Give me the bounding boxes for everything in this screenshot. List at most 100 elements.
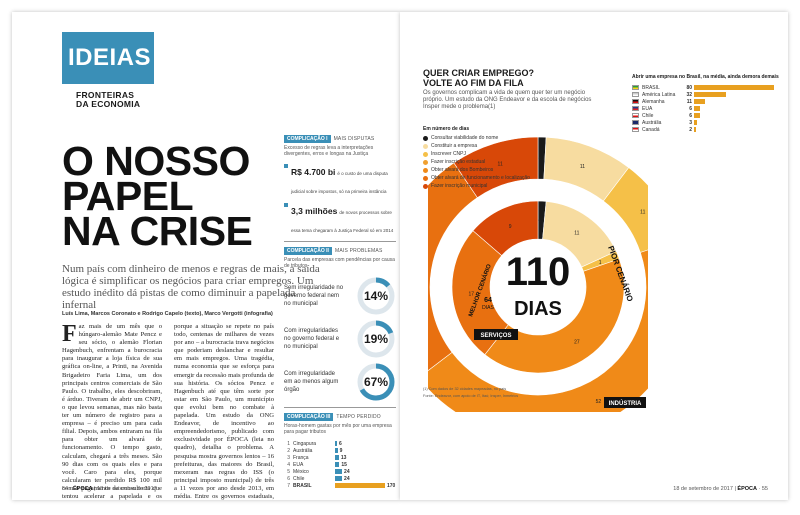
folio-right-date: 18 de setembro de 2017 bbox=[673, 486, 733, 492]
legend: Consultar viabilidade do nome Constituir … bbox=[423, 134, 530, 190]
legend-item: Fazer inscrição municipal bbox=[423, 182, 530, 190]
sidebar-box2-tag: COMPLICAÇÃO II bbox=[284, 246, 332, 255]
country-row: Chile 6 bbox=[632, 112, 782, 119]
body-column-2: porque a situação se repete no país todo… bbox=[174, 323, 274, 500]
section-subtitle-line1: FRONTEIRAS bbox=[76, 90, 135, 100]
ring-chart: 67% bbox=[356, 362, 396, 402]
ring-fill bbox=[357, 277, 395, 314]
folio-right: 18 de setembro de 2017 | ÉPOCA · 55 bbox=[673, 486, 768, 492]
ring-label: Com irregularidades no governo federal e… bbox=[284, 327, 340, 350]
ranking-value: 170 bbox=[387, 482, 396, 489]
sidebar-box1-tag: COMPLICAÇÃO I bbox=[284, 134, 331, 143]
flag-icon bbox=[632, 92, 639, 97]
legend-swatch bbox=[423, 143, 428, 149]
ring-chart: 19% bbox=[356, 319, 396, 359]
country-bar bbox=[694, 120, 697, 125]
ranking-value: 9 bbox=[339, 447, 343, 454]
country-row: Austrália 3 bbox=[632, 119, 782, 126]
ring-row: Com irregularidades no governo federal e… bbox=[284, 317, 396, 360]
section-tag-label: IDEIAS bbox=[68, 44, 152, 71]
ranking-bar bbox=[335, 476, 343, 481]
outer-ring-segment-label: 11 bbox=[498, 162, 503, 168]
sidebar-box2-desc: Parcela das empresas com pendências por … bbox=[284, 257, 395, 269]
sidebar-fact-value: R$ 4.700 bi bbox=[291, 167, 336, 177]
legend-swatch bbox=[423, 175, 428, 181]
ring-fill bbox=[357, 320, 395, 357]
flag-icon bbox=[632, 127, 639, 132]
sidebar-box2-header: COMPLICAÇÃO II MAIS PROBLEMAS bbox=[284, 246, 396, 255]
outer-ring-segment bbox=[428, 249, 648, 412]
ranking-position: 1 bbox=[287, 440, 290, 447]
ranking-country: Austrália bbox=[293, 447, 313, 454]
ranking-bar bbox=[335, 448, 338, 453]
countries-box: Abrir uma empresa no Brasil, na média, a… bbox=[632, 74, 782, 133]
inner-ring-segment-label: 17 bbox=[469, 291, 475, 297]
country-row: Canadá 2 bbox=[632, 126, 782, 133]
country-name: Canadá bbox=[642, 126, 660, 133]
sidebar-box3-tag: COMPLICAÇÃO III bbox=[284, 412, 334, 421]
infographic-title-line2: VOLTE AO FIM DA FILA bbox=[423, 78, 524, 88]
sidebar-divider bbox=[284, 241, 396, 242]
ranking-position: 4 bbox=[287, 461, 290, 468]
inner-ring-segment-label: 27 bbox=[574, 340, 580, 346]
sidebar-divider bbox=[284, 407, 396, 408]
ranking-bar bbox=[335, 441, 337, 446]
country-row: BRASIL 80 bbox=[632, 84, 782, 91]
outer-ring-segment-label: 11 bbox=[640, 210, 645, 216]
country-value: 32 bbox=[686, 91, 692, 98]
legend-item: Consultar viabilidade do nome bbox=[423, 134, 530, 142]
sidebar-box1-header: COMPLICAÇÃO I MAIS DISPUTAS bbox=[284, 134, 396, 143]
best-unit: DIAS bbox=[482, 305, 494, 311]
folio-right-magazine: ÉPOCA bbox=[737, 486, 757, 492]
legend-label: Fazer inscrição estadual bbox=[431, 159, 486, 165]
outer-ring-segment-label: 52 bbox=[596, 399, 602, 405]
sidebar-box1-desc: Excesso de regras leva a interpretações … bbox=[284, 145, 374, 157]
headline-line2: PAPEL bbox=[62, 173, 194, 219]
best-value: 64 bbox=[484, 297, 492, 304]
ranking-position: 6 bbox=[287, 475, 290, 482]
country-value: 11 bbox=[686, 98, 692, 105]
left-page: IDEIAS FRONTEIRAS DA ECONOMIA O NOSSO PA… bbox=[12, 12, 400, 500]
legend-label: Inscrever CNPJ bbox=[431, 151, 467, 157]
ranking-bar bbox=[335, 462, 340, 467]
sidebar-box3-title: TEMPO PERDIDO bbox=[336, 413, 381, 420]
bullet-icon bbox=[284, 203, 288, 207]
ring-charts: Sem irregularidade no governo federal ne… bbox=[284, 274, 396, 403]
footnotes: (1) Com dados de 32 cidades mapeadas, no… bbox=[423, 387, 568, 401]
ranking-bar bbox=[335, 469, 343, 474]
ranking-position: 5 bbox=[287, 468, 290, 475]
infographic-title: QUER CRIAR EMPREGO? VOLTE AO FIM DA FILA bbox=[423, 68, 534, 88]
country-value: 6 bbox=[689, 112, 692, 119]
outer-ring-segment bbox=[602, 167, 648, 253]
sidebar-fact-value: 3,3 milhões bbox=[291, 206, 338, 216]
flag-icon bbox=[632, 85, 639, 90]
sidebar: COMPLICAÇÃO I MAIS DISPUTAS Excesso de r… bbox=[284, 134, 396, 489]
legend-item: Constituir a empresa bbox=[423, 142, 530, 150]
flag-icon bbox=[632, 99, 639, 104]
headline-line1: O NOSSO bbox=[62, 138, 250, 184]
sidebar-box3-desc: Horas-homem gastas por mês por uma empre… bbox=[284, 423, 392, 435]
ranking-value: 24 bbox=[344, 475, 350, 482]
legend-swatch bbox=[423, 135, 428, 141]
legend-title: Em número de dias bbox=[423, 126, 470, 132]
ranking-row: 4 EUA 15 bbox=[284, 461, 396, 468]
country-value: 6 bbox=[689, 105, 692, 112]
ranking-bar bbox=[335, 455, 339, 460]
sidebar-box2-title: MAIS PROBLEMAS bbox=[334, 247, 383, 254]
ranking-country: Chile bbox=[293, 475, 305, 482]
ring-label: Sem irregularidade no governo federal ne… bbox=[284, 284, 344, 307]
infographic-intro: Os governos complicam a vida de quem que… bbox=[423, 90, 592, 110]
country-value: 80 bbox=[686, 84, 692, 91]
flag-icon bbox=[632, 106, 639, 111]
legend-swatch bbox=[423, 167, 428, 173]
sector-servicos-label: SERVIÇOS bbox=[481, 333, 512, 339]
folio-left: 54 · ÉPOCA | 18 de setembro de 2017 bbox=[62, 486, 157, 492]
folio-left-magazine: ÉPOCA bbox=[73, 486, 93, 492]
servicos-label-bg bbox=[474, 329, 518, 340]
center-unit: DIAS bbox=[514, 298, 562, 320]
folio-right-number: 55 bbox=[761, 486, 768, 492]
inner-ring-segment bbox=[472, 200, 539, 256]
ring-chart: 14% bbox=[356, 276, 396, 316]
country-name: Alemanha bbox=[642, 98, 665, 105]
ranking-bar bbox=[335, 483, 385, 488]
